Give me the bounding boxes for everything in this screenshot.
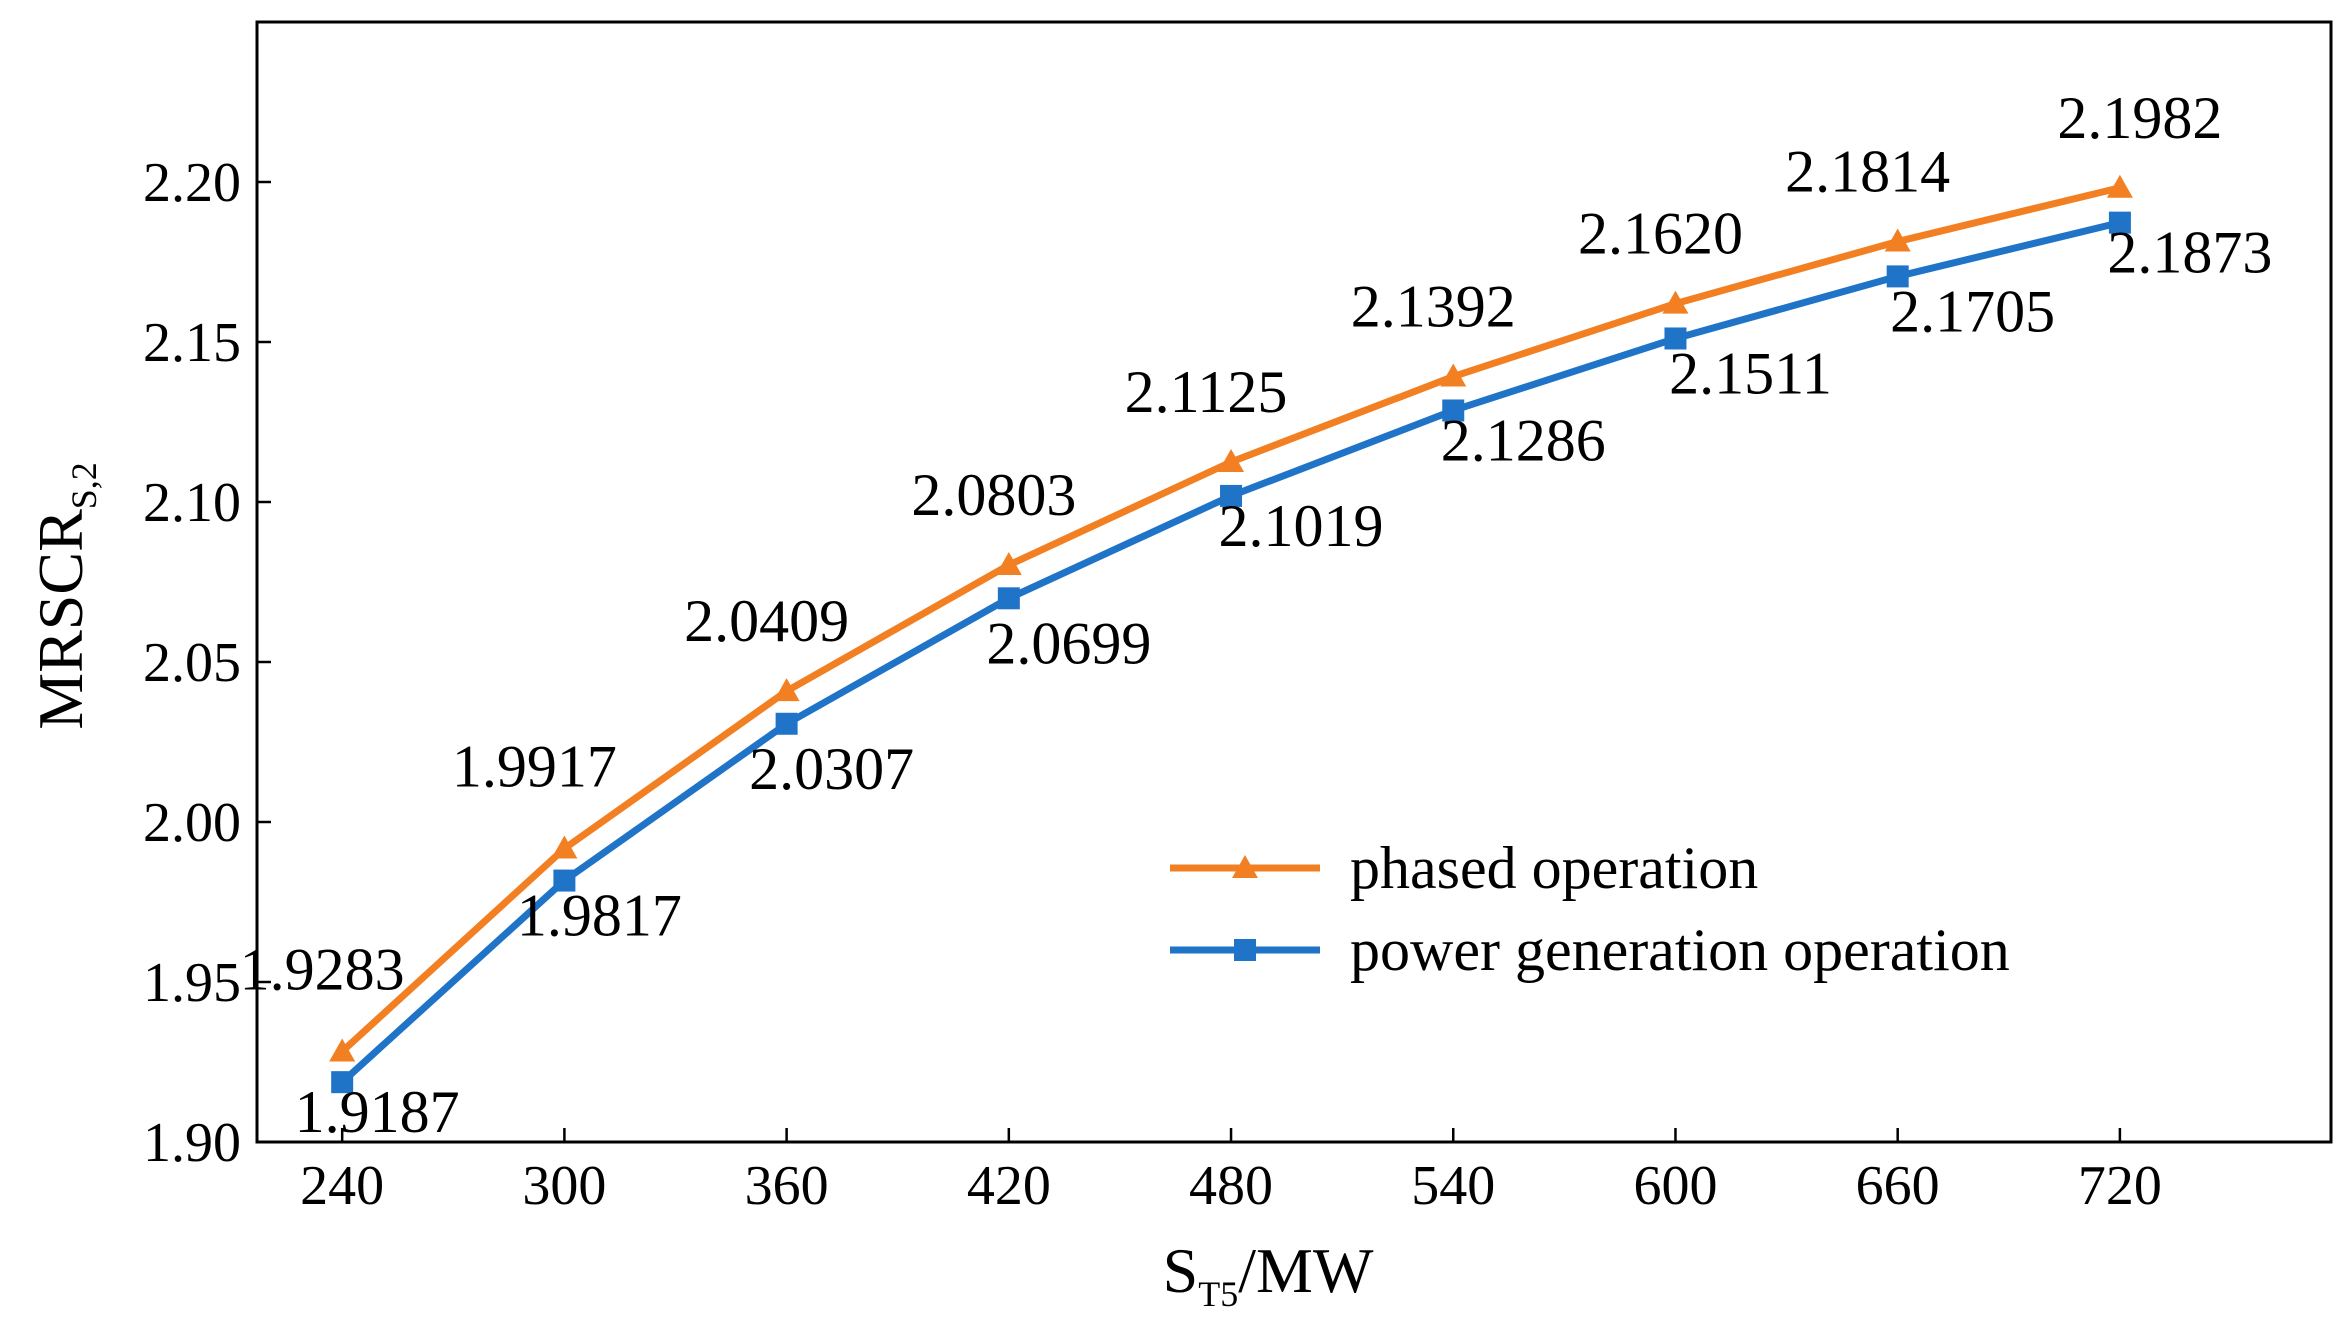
x-axis-label-unit: /MW [1238,1235,1374,1306]
x-tick-label: 540 [1411,1155,1495,1217]
data-label: 2.0409 [684,588,849,654]
x-tick-label: 720 [2078,1155,2162,1217]
y-tick-label: 2.15 [143,312,241,374]
triangle-marker [1662,290,1689,314]
square-marker [1442,399,1465,422]
triangle-marker [1440,363,1467,387]
legend-label: phased operation [1350,835,1758,901]
square-marker [1886,265,1909,288]
x-tick-label: 480 [1189,1155,1273,1217]
square-marker [2108,211,2131,234]
data-label: 2.1814 [1785,139,1950,205]
x-tick-label: 420 [967,1155,1051,1217]
y-tick-label: 2.20 [143,152,241,214]
y-tick-label: 1.95 [143,952,241,1014]
plot-frame [255,20,2333,1144]
data-label: 2.1511 [1669,340,1832,406]
square-marker [997,587,1020,610]
data-label: 2.1392 [1351,274,1516,340]
triangle-marker [773,678,800,702]
triangle-marker [2106,174,2133,198]
triangle-marker [1884,228,1911,252]
data-label: 2.1982 [2057,85,2222,151]
x-axis-label: ST5/MW [1163,1235,1374,1314]
data-label: 2.1125 [1125,359,1288,425]
triangle-marker [995,552,1022,576]
triangle-marker [1218,449,1245,472]
x-axis-label-main: S [1163,1235,1199,1306]
y-tick-label: 2.10 [143,472,241,534]
x-tick-label: 240 [300,1155,384,1217]
data-label: 2.1286 [1441,407,1606,473]
legend-square-marker [1234,939,1256,961]
data-label: 1.9187 [295,1079,460,1145]
x-tick-label: 600 [1633,1155,1717,1217]
y-tick-label: 2.05 [143,632,241,694]
y-tick-label: 1.90 [143,1112,241,1174]
y-tick-label: 2.00 [143,792,241,854]
data-label: 1.9283 [240,936,405,1002]
data-label: 2.0699 [986,610,1151,676]
x-tick-label: 300 [522,1155,606,1217]
data-label: 2.1705 [1890,278,2055,344]
triangle-marker [551,835,578,859]
square-marker [1220,484,1243,507]
data-label: 1.9917 [452,734,617,800]
square-marker [775,712,798,735]
x-tick-label: 660 [1856,1155,1940,1217]
y-axis-label-sub: S,2 [64,462,104,509]
triangle-marker [329,1038,356,1062]
legend-triangle-marker [1232,855,1258,878]
y-axis-label-main: MRSCR [25,509,96,730]
y-axis-label: MRSCRS,2 [25,462,104,730]
data-label: 2.0803 [911,462,1076,528]
data-label: 2.1019 [1219,493,1384,559]
x-axis-label-sub: T5 [1198,1274,1238,1314]
data-label: 1.9817 [517,883,682,949]
data-label: 2.0307 [749,736,914,802]
data-label: 2.1620 [1578,201,1743,267]
legend-label: power generation operation [1350,917,2010,983]
square-marker [331,1071,354,1094]
data-label: 2.1873 [2107,220,2272,286]
square-marker [1664,327,1687,350]
x-tick-label: 360 [745,1155,829,1217]
square-marker [553,869,576,892]
